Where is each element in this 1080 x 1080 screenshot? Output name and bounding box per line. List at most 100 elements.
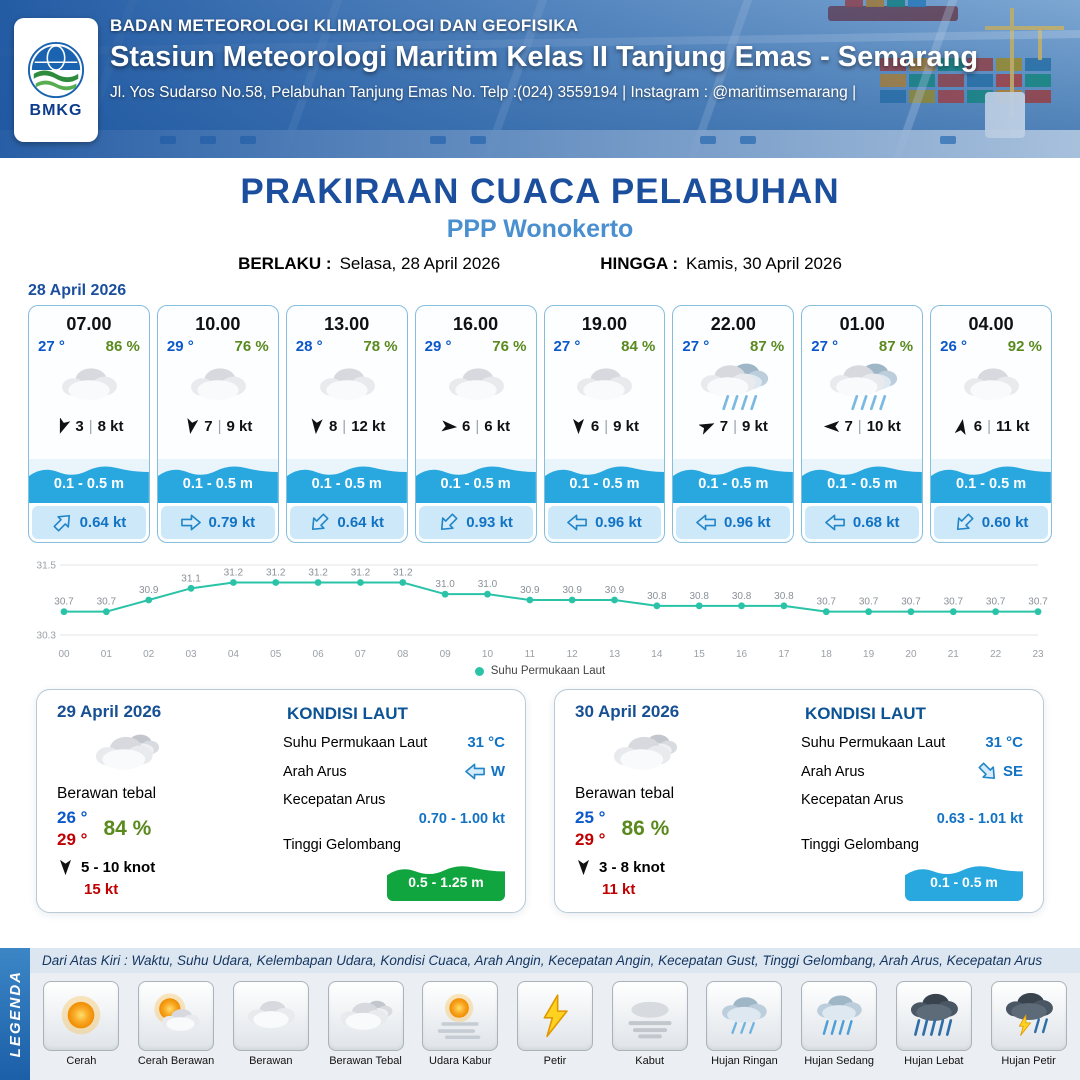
svg-text:31.0: 31.0	[435, 579, 455, 590]
org-name: BADAN METEOROLOGI KLIMATOLOGI DAN GEOFIS…	[110, 16, 579, 35]
bmkg-logo-box: BMKG	[14, 18, 98, 142]
wind-direction-icon	[441, 418, 458, 435]
wind-speed-value: 3	[75, 418, 84, 435]
temperature-value: 27 °	[38, 338, 65, 355]
legend-item-label: Petir	[543, 1055, 567, 1067]
humidity-value: 92 %	[1007, 338, 1042, 355]
wind-row: 6 | 11 kt	[953, 418, 1030, 435]
gust-value: 12 kt	[351, 418, 386, 435]
condition-label: Berawan tebal	[57, 785, 157, 802]
daily-card-30: 30 April 2026 Berawan tebal 25 ° 29 ° 86…	[554, 689, 1044, 913]
temp-max: 29 °	[575, 830, 606, 849]
wind-direction-icon	[698, 418, 716, 435]
time-label: 19.00	[581, 314, 627, 334]
hujan-ringan-icon	[706, 981, 783, 1051]
wind-row: 6 | 9 kt	[570, 418, 639, 435]
svg-text:31.5: 31.5	[37, 561, 57, 572]
current-speed-value: 0.96 kt	[723, 514, 771, 531]
legend-item-label: Hujan Lebat	[904, 1055, 964, 1067]
current-direction-icon	[567, 512, 588, 533]
svg-text:10: 10	[482, 649, 494, 660]
sst-label: Suhu Permukaan Laut	[283, 734, 428, 751]
humidity-value: 86 %	[105, 338, 140, 355]
wind-speed-value: 8	[328, 418, 338, 435]
current-direction-icon	[954, 512, 975, 533]
wave-height-value: 0.1 - 0.5 m	[53, 476, 124, 492]
svg-text:30.9: 30.9	[139, 585, 159, 596]
wave-height-band: 0.1 - 0.5 m	[931, 459, 1051, 503]
sea-conditions-title: KONDISI LAUT	[287, 704, 408, 723]
separator: |	[857, 418, 862, 435]
legend-item-label: Cerah	[66, 1055, 97, 1067]
wave-height-value: 0.1 - 0.5 m	[956, 476, 1027, 492]
current-direction-icon	[464, 761, 486, 782]
time-label: 04.00	[968, 314, 1014, 334]
svg-text:12: 12	[567, 649, 579, 660]
condition-label: Berawan tebal	[575, 785, 675, 802]
svg-text:17: 17	[778, 649, 790, 660]
gust-value: 9 kt	[226, 418, 253, 435]
wave-height-badge: 0.5 - 1.25 m	[387, 859, 505, 901]
wave-height-band: 0.1 - 0.5 m	[673, 459, 794, 503]
sea-conditions-column: KONDISI LAUT Suhu Permukaan Laut 31 °C A…	[283, 702, 505, 901]
temp-min: 25 °	[575, 808, 606, 827]
svg-text:30.9: 30.9	[562, 585, 582, 596]
weather-icon-berawan	[299, 355, 395, 417]
separator: |	[604, 418, 609, 435]
wave-height-badge: 0.1 - 0.5 m	[905, 859, 1023, 901]
wave-height-value: 0.1 - 0.5 m	[311, 476, 382, 492]
wind-speed-value: 6	[973, 418, 983, 435]
svg-text:30.8: 30.8	[732, 591, 752, 602]
svg-text:11: 11	[525, 649, 536, 660]
legend-item: Kabut	[605, 981, 695, 1067]
current-speed-value: 0.79 kt	[208, 514, 256, 531]
berawan-tebal-icon	[327, 981, 404, 1051]
legend-item: Hujan Ringan	[699, 981, 789, 1067]
current-direction-icon	[309, 512, 330, 533]
current-direction-value: SE	[1002, 763, 1023, 780]
separator: |	[733, 418, 737, 435]
sst-value: 31 °C	[467, 734, 505, 751]
forecast-card: 16.00 29 ° 76 % 6 | 6 kt 0.1 - 0.5 m 0.93 kt	[414, 305, 537, 543]
legend-item: Cerah Berawan	[131, 981, 221, 1067]
svg-text:30.9: 30.9	[520, 585, 540, 596]
current-speed-value: 0.60 kt	[981, 514, 1029, 531]
valid-from-label: BERLAKU :	[238, 254, 332, 273]
weather-icon-hujan	[685, 355, 781, 417]
time-label: 13.00	[324, 314, 370, 334]
separator: |	[987, 418, 991, 435]
forecast-card: 19.00 27 ° 84 % 6 | 9 kt 0.1 - 0.5 m 0.96 kt	[543, 305, 666, 543]
wave-height-value: 0.1 - 0.5 m	[182, 476, 253, 492]
wave-height-band: 0.1 - 0.5 m	[286, 459, 407, 503]
humidity-value: 87 %	[750, 338, 785, 355]
gust-value: 11 kt	[996, 418, 1030, 435]
bmkg-logo-icon	[27, 41, 85, 98]
svg-text:30.8: 30.8	[689, 591, 709, 602]
forecast-card: 04.00 26 ° 92 % 6 | 11 kt 0.1 - 0.5 m 0.60 kt	[930, 305, 1052, 543]
wind-row: 7 | 9 kt	[698, 418, 768, 435]
svg-text:31.1: 31.1	[181, 573, 201, 584]
time-label: 22.00	[710, 314, 756, 334]
svg-text:30.9: 30.9	[605, 585, 625, 596]
wind-direction-icon	[183, 418, 200, 435]
svg-text:06: 06	[313, 649, 325, 660]
svg-text:30.7: 30.7	[859, 597, 879, 608]
temperature-value: 28 °	[295, 338, 323, 355]
svg-text:09: 09	[440, 649, 452, 660]
humidity-value: 84 %	[103, 817, 152, 840]
wave-height-band: 0.1 - 0.5 m	[544, 459, 665, 503]
legend-item: Cerah	[36, 981, 126, 1067]
temperature-value: 29 °	[166, 338, 194, 355]
wind-row: 7 | 9 kt	[183, 418, 252, 435]
wind-row: 3 | 8 kt	[54, 418, 123, 435]
current-speed-label: Kecepatan Arus	[283, 792, 386, 808]
current-direction-icon	[438, 512, 459, 533]
separator: |	[88, 418, 93, 435]
humidity-value: 76 %	[492, 338, 527, 355]
hourly-forecast-section: 28 April 2026 07.00 27 ° 86 % 3 | 8 kt 0.1 - 0…	[0, 274, 1080, 543]
chart-legend: Suhu Permukaan Laut	[28, 665, 1052, 677]
legend-item-label: Berawan Tebal	[329, 1055, 402, 1067]
humidity-value: 76 %	[234, 338, 269, 355]
gust-value: 15 kt	[84, 881, 119, 898]
wind-speed-value: 6	[462, 418, 471, 435]
